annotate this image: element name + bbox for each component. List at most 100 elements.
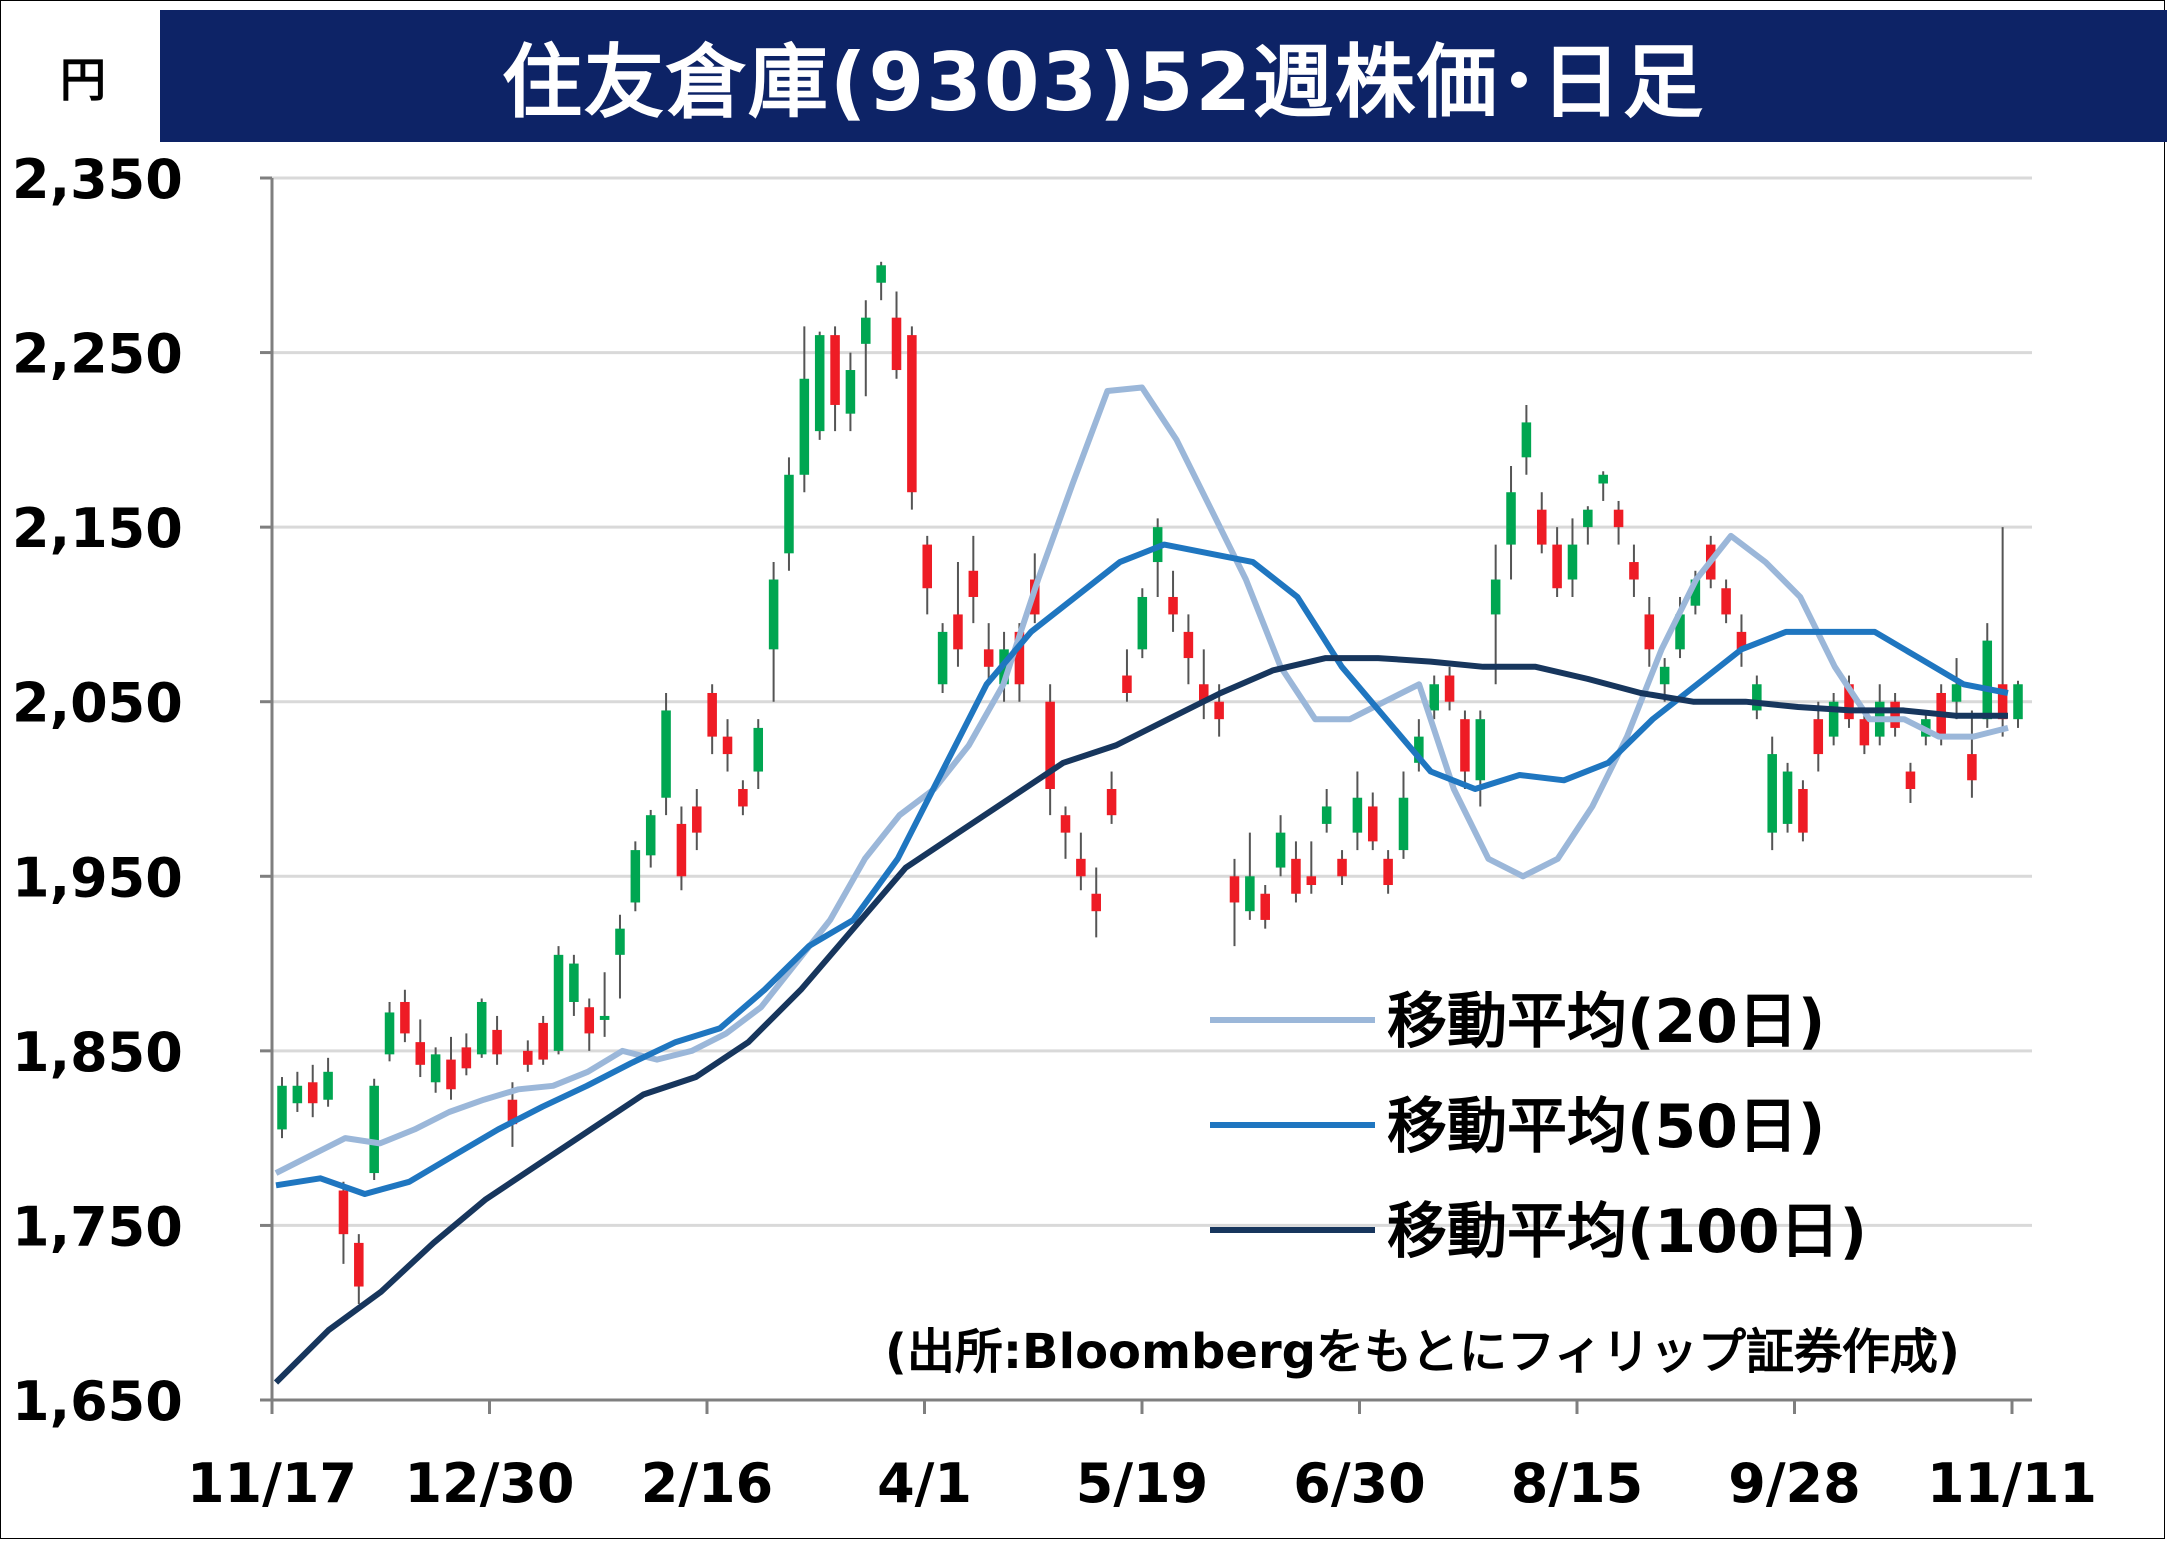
candle-body	[1951, 684, 1962, 702]
chart-title: 住友倉庫(9303)52週株価･日足	[501, 36, 1706, 129]
candle-body	[768, 579, 779, 650]
candle-body	[553, 954, 564, 1051]
candle-body	[384, 1012, 395, 1055]
candle-body	[661, 710, 671, 798]
candle-body	[968, 570, 979, 597]
candle-body	[1644, 614, 1655, 650]
candle-body	[1736, 631, 1747, 650]
y-tick-label: 2,050	[12, 672, 183, 735]
candle-body	[599, 1015, 610, 1020]
source-note: (出所:Bloombergをもとにフィリップ証券作成)	[885, 1324, 1960, 1380]
candle-body	[1659, 666, 1670, 685]
candle-body	[937, 631, 948, 685]
y-tick-label: 2,150	[12, 497, 183, 560]
y-tick-label: 1,950	[12, 846, 183, 909]
ma-line	[274, 384, 2009, 1176]
candle-body	[1183, 631, 1194, 659]
x-tick-label: 4/1	[877, 1452, 972, 1515]
candle-body	[1245, 876, 1255, 912]
candle-body	[1475, 719, 1486, 781]
candle-body	[1337, 858, 1347, 877]
candle-body	[338, 1190, 349, 1235]
candle-body	[1014, 631, 1025, 685]
y-tick-label: 1,850	[12, 1021, 183, 1084]
candle-body	[1613, 509, 1624, 528]
candle-body	[1429, 684, 1439, 711]
candle-body	[1844, 684, 1854, 720]
candle-body	[446, 1059, 456, 1090]
candle-body	[492, 1029, 502, 1055]
y-tick-label: 2,250	[12, 323, 183, 386]
title-bar: 住友倉庫(9303)52週株価･日足	[160, 10, 2167, 142]
candle-body	[430, 1054, 441, 1083]
candle-body	[323, 1071, 333, 1100]
legend-label: 移動平均(50日)	[1387, 1092, 1825, 1162]
candle-body	[1398, 797, 1409, 851]
candle-body	[1721, 588, 1731, 615]
candle-body	[1828, 701, 1839, 737]
candle-body	[354, 1242, 364, 1287]
y-tick-label: 1,750	[12, 1195, 183, 1258]
candle-body	[676, 823, 687, 877]
candle-body	[1275, 832, 1286, 868]
x-tick-label: 2/16	[641, 1452, 773, 1515]
x-tick-label: 11/11	[1927, 1452, 2097, 1515]
candle-body	[1506, 492, 1516, 545]
candle-body	[1306, 876, 1317, 886]
candle-body	[1598, 474, 1608, 484]
candle-body	[1567, 544, 1578, 580]
candle-body	[753, 727, 764, 772]
candle-body	[1905, 771, 1916, 789]
candle-body	[1137, 596, 1148, 650]
candle-body	[476, 1001, 487, 1055]
y-axis-unit: 円	[60, 53, 106, 107]
candle-body	[1859, 719, 1870, 746]
candle-body	[369, 1085, 379, 1174]
legend-label: 移動平均(20日)	[1387, 987, 1825, 1057]
candle-body	[1414, 736, 1424, 763]
x-tick-label: 11/17	[187, 1452, 357, 1515]
candle-body	[1214, 701, 1224, 720]
candle-body	[615, 928, 625, 955]
candle-body	[1168, 596, 1178, 615]
candle-body	[891, 317, 902, 371]
candle-body	[1982, 640, 1993, 720]
candle-body	[1199, 684, 1209, 702]
candle-body	[1997, 684, 2008, 720]
candle-body	[1091, 893, 1101, 912]
candle-body	[1890, 701, 1900, 728]
candle-body	[814, 335, 825, 432]
candle-body	[738, 789, 748, 807]
candle-body	[277, 1085, 287, 1130]
candle-body	[1460, 719, 1470, 772]
candle-body	[845, 370, 856, 414]
candle-body	[523, 1050, 533, 1065]
candle-body	[1798, 789, 1808, 833]
candle-body	[307, 1082, 318, 1104]
candle-body	[1767, 754, 1777, 833]
candle-body	[1352, 797, 1363, 833]
candle-body	[292, 1085, 303, 1104]
candle-body	[1060, 815, 1071, 833]
candle-body	[907, 335, 917, 493]
candle-body	[722, 736, 733, 755]
candle-body	[1122, 675, 1132, 693]
candle-body	[799, 378, 810, 475]
y-tick-label: 1,650	[12, 1370, 183, 1433]
candle-body	[876, 265, 886, 283]
candle-body	[400, 1001, 410, 1034]
candle-body	[645, 815, 656, 856]
x-tick-label: 5/19	[1076, 1452, 1208, 1515]
candle-body	[1076, 858, 1086, 877]
candle-body	[1321, 806, 1332, 824]
candle-body	[953, 614, 963, 650]
candle-body	[1782, 771, 1793, 824]
candle-body	[1629, 562, 1639, 580]
candle-body	[1583, 509, 1593, 528]
candle-body	[1291, 858, 1301, 894]
legend-label: 移動平均(100日)	[1387, 1197, 1867, 1267]
candle-body	[1367, 806, 1378, 842]
candle-body	[1690, 579, 1701, 606]
